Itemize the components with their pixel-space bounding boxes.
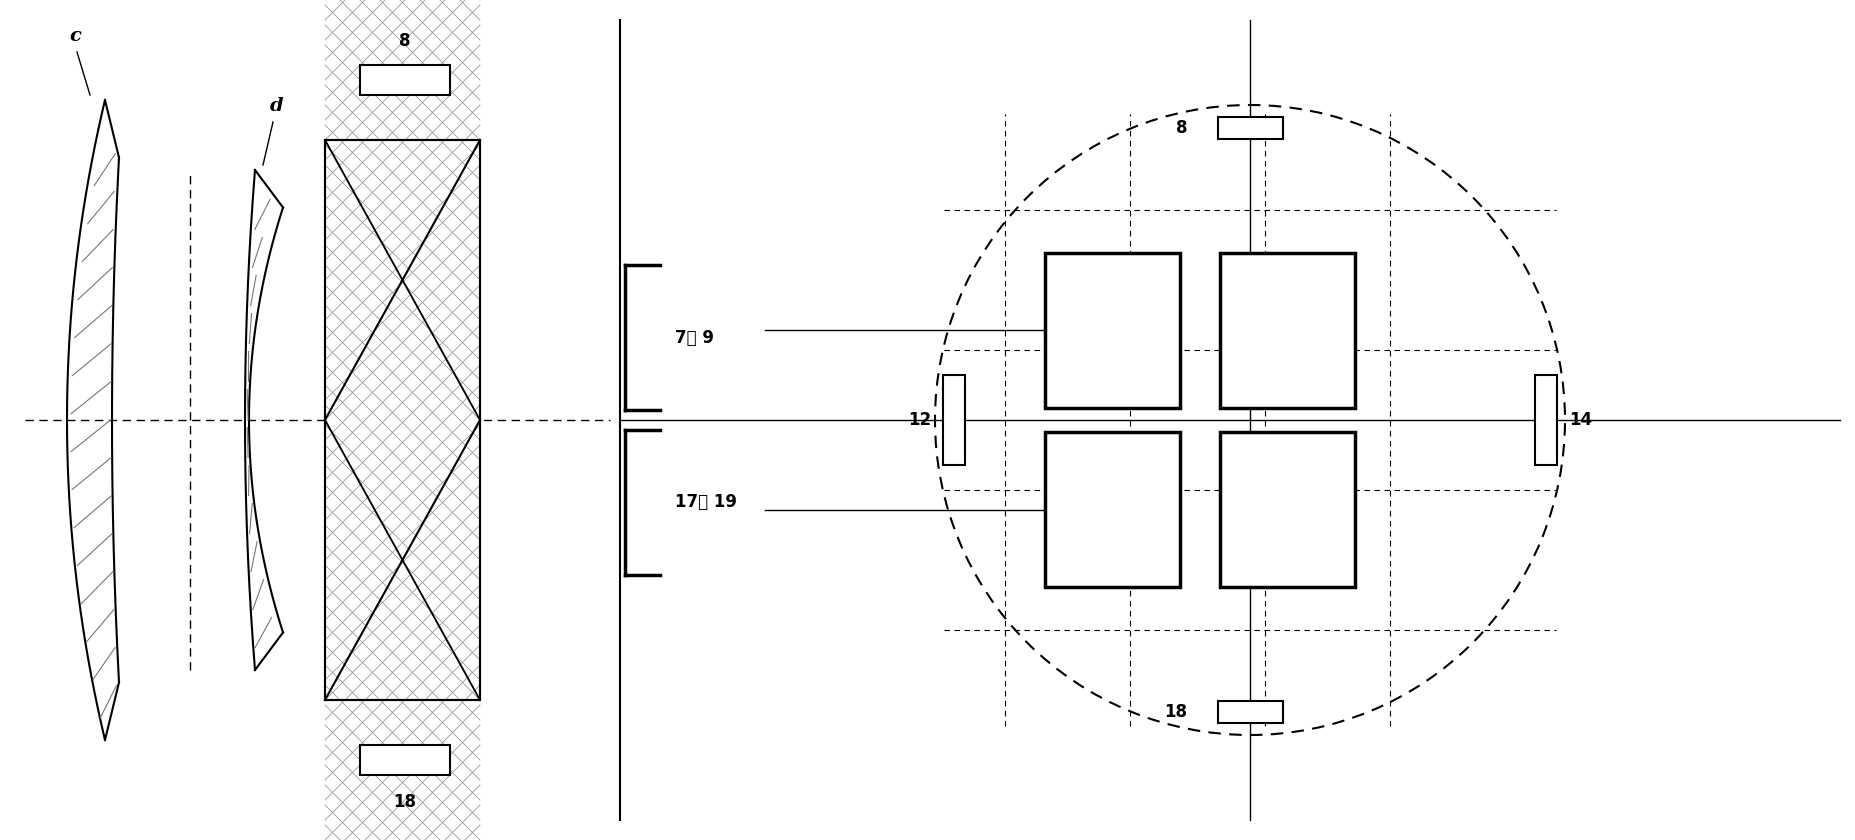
Text: 17， 19: 17， 19 xyxy=(675,493,736,512)
Text: 7， 9: 7， 9 xyxy=(675,328,714,346)
Bar xyxy=(1219,432,1354,587)
Bar xyxy=(360,745,449,775)
Text: 7: 7 xyxy=(1104,321,1120,340)
Text: 8: 8 xyxy=(399,32,410,50)
Bar xyxy=(1044,432,1180,587)
Text: 18: 18 xyxy=(1163,703,1187,721)
Bar xyxy=(360,65,449,95)
Text: 17: 17 xyxy=(1098,500,1126,519)
Bar xyxy=(325,140,480,700)
Text: 9: 9 xyxy=(1280,321,1295,340)
Text: c: c xyxy=(69,27,82,45)
Bar xyxy=(1217,117,1282,139)
Text: 12: 12 xyxy=(907,411,931,429)
Bar xyxy=(942,375,965,465)
Text: 14: 14 xyxy=(1567,411,1592,429)
Bar xyxy=(1219,253,1354,408)
Text: d: d xyxy=(271,97,284,115)
Bar xyxy=(1044,253,1180,408)
Text: 8: 8 xyxy=(1176,119,1187,137)
Text: 19: 19 xyxy=(1273,500,1300,519)
Bar xyxy=(1534,375,1556,465)
Text: 18: 18 xyxy=(393,793,416,811)
Bar xyxy=(1217,701,1282,723)
Bar xyxy=(325,140,480,700)
